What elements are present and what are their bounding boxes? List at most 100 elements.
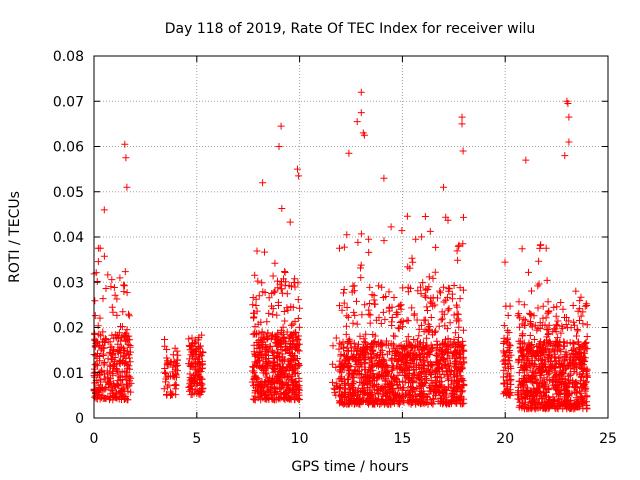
data-point	[429, 274, 437, 282]
data-point	[416, 391, 424, 399]
data-point	[121, 282, 128, 290]
data-point	[273, 374, 281, 382]
data-point	[519, 399, 527, 407]
data-point	[262, 391, 270, 399]
data-point	[515, 403, 523, 411]
data-point	[352, 357, 360, 365]
data-point	[118, 380, 126, 388]
data-point	[446, 319, 454, 327]
data-point	[336, 244, 343, 252]
data-point	[196, 348, 204, 356]
data-point	[453, 303, 461, 311]
data-point	[577, 399, 585, 407]
data-point	[565, 138, 573, 146]
data-point	[439, 339, 446, 347]
data-point	[365, 235, 373, 243]
data-point	[501, 258, 509, 266]
data-point	[572, 378, 580, 386]
data-point	[544, 298, 552, 306]
data-point	[432, 243, 440, 251]
data-point	[542, 345, 550, 353]
data-point	[269, 272, 277, 280]
y-tick-label: 0.03	[53, 275, 84, 291]
data-point	[329, 378, 336, 386]
data-point	[557, 329, 565, 337]
data-point	[569, 302, 577, 309]
data-point	[257, 354, 265, 362]
data-point	[546, 377, 554, 385]
data-point	[437, 397, 444, 405]
data-point	[123, 332, 131, 340]
data-point	[91, 361, 99, 369]
data-point	[255, 363, 263, 371]
data-point	[261, 248, 268, 256]
data-point	[375, 370, 383, 378]
data-point	[576, 297, 584, 305]
data-point	[265, 378, 273, 386]
data-point	[284, 372, 292, 380]
data-point	[544, 326, 552, 334]
data-point	[579, 361, 587, 368]
data-point	[454, 395, 462, 403]
data-point	[124, 372, 132, 380]
data-point	[552, 312, 560, 320]
data-point	[174, 367, 181, 375]
data-point	[379, 308, 387, 316]
data-point	[163, 354, 171, 362]
data-point	[554, 381, 562, 389]
data-point	[125, 310, 132, 318]
data-point	[415, 385, 423, 392]
data-point	[501, 359, 509, 367]
data-point	[415, 332, 423, 340]
data-point	[519, 353, 527, 361]
data-point	[453, 354, 461, 362]
data-point	[371, 396, 379, 404]
data-point	[535, 394, 543, 402]
data-point	[340, 344, 347, 352]
data-point	[409, 258, 417, 266]
data-point	[264, 329, 272, 337]
x-tick-label: 15	[393, 431, 411, 447]
data-point	[284, 357, 292, 365]
data-point	[373, 386, 381, 394]
data-point	[518, 331, 526, 339]
data-point	[519, 345, 527, 353]
data-point	[395, 355, 402, 363]
data-point	[500, 349, 508, 357]
data-point	[526, 332, 534, 339]
grid-lines	[94, 56, 608, 418]
data-point	[333, 380, 341, 388]
data-point	[425, 273, 433, 281]
data-point	[557, 370, 565, 378]
data-point	[457, 384, 465, 392]
data-point	[581, 340, 588, 348]
data-point	[170, 382, 178, 389]
data-point	[424, 351, 432, 359]
data-point	[399, 377, 407, 385]
y-tick-label: 0	[75, 411, 84, 427]
data-point	[351, 311, 359, 319]
data-point	[255, 292, 263, 300]
data-point	[104, 271, 112, 279]
data-point	[283, 373, 291, 381]
data-point	[414, 346, 422, 354]
data-point	[349, 282, 357, 290]
data-point	[424, 307, 431, 314]
data-point	[515, 298, 523, 306]
data-point	[262, 377, 270, 385]
data-point	[336, 339, 344, 347]
data-point	[507, 380, 515, 388]
data-point	[285, 393, 293, 401]
chart-title: Day 118 of 2019, Rate Of TEC Index for r…	[165, 21, 535, 37]
data-point	[342, 330, 350, 338]
data-point	[384, 368, 392, 375]
data-point	[453, 399, 461, 407]
data-point	[537, 241, 545, 249]
data-point	[387, 340, 395, 348]
data-point	[280, 335, 288, 343]
data-point	[119, 308, 127, 316]
data-point	[353, 360, 361, 368]
data-point	[580, 377, 588, 385]
data-point	[582, 345, 590, 353]
data-point	[121, 140, 129, 148]
